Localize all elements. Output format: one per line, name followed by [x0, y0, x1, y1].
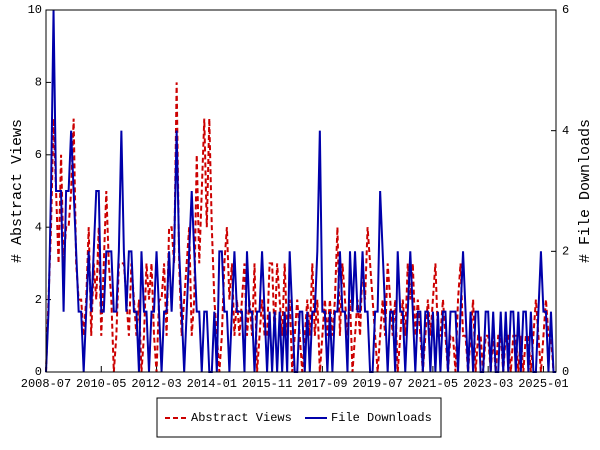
plot-frame: [45, 9, 557, 373]
y-axis-title: # Abstract Views: [9, 119, 26, 263]
x-tick-label: 2019-07: [352, 377, 402, 391]
y-tick-label: 8: [35, 76, 42, 90]
x-tick-label: 2015-11: [242, 377, 292, 391]
x-tick-label: 2021-05: [408, 377, 458, 391]
y2-tick-label: 4: [562, 124, 569, 138]
legend-label: Abstract Views: [191, 411, 292, 425]
x-tick-label: 2012-03: [131, 377, 181, 391]
x-tick-label: 2014-01: [187, 377, 237, 391]
data-line: [45, 9, 556, 373]
y2-axis-title: # File Downloads: [577, 119, 594, 263]
y2-tick-label: 0: [562, 365, 569, 379]
y-tick-label: 10: [28, 3, 42, 17]
y-tick-label: 0: [35, 365, 42, 379]
y2-tick-label: 2: [562, 245, 569, 259]
x-tick-label: 2008-07: [21, 377, 71, 391]
x-tick-label: 2010-05: [76, 377, 126, 391]
y-tick-label: 6: [35, 148, 42, 162]
x-tick-label: 2017-09: [297, 377, 347, 391]
x-tick-label: 2023-03: [463, 377, 513, 391]
x-tick-label: 2025-01: [518, 377, 568, 391]
legend-box: [156, 397, 442, 438]
legend-label: File Downloads: [331, 411, 432, 425]
y2-tick-label: 6: [562, 3, 569, 17]
y-tick-label: 2: [35, 293, 42, 307]
y-tick-label: 4: [35, 220, 42, 234]
